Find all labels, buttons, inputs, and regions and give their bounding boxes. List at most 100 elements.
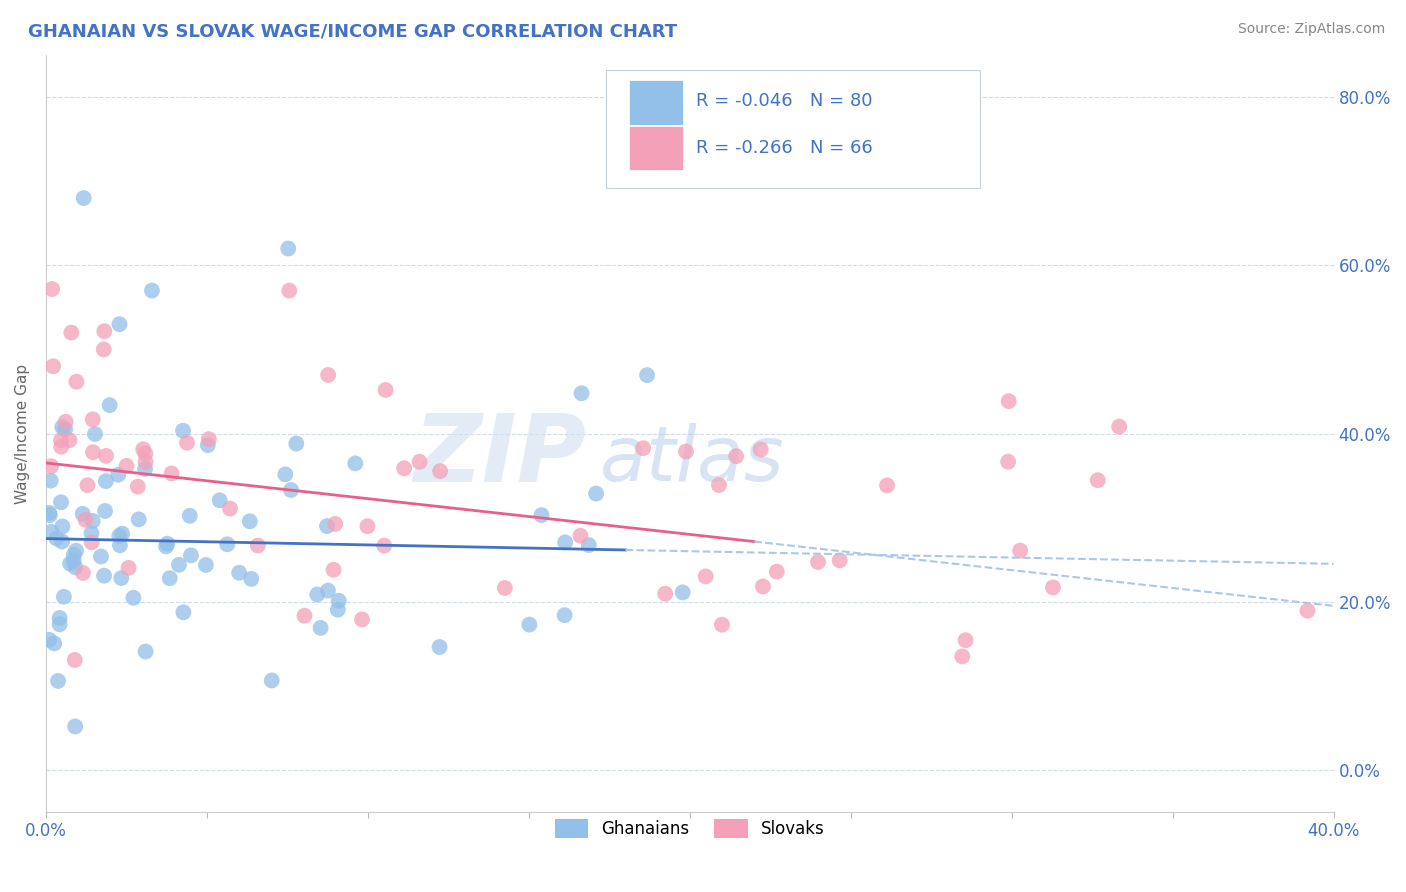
Point xyxy=(208,493,231,508)
Point xyxy=(73,191,96,205)
Point xyxy=(429,464,451,478)
Point xyxy=(569,529,592,543)
Point xyxy=(55,415,77,429)
Text: atlas: atlas xyxy=(600,423,785,497)
Point xyxy=(429,640,451,654)
Point xyxy=(240,572,263,586)
Point xyxy=(408,455,430,469)
Point xyxy=(654,587,676,601)
Point xyxy=(44,636,66,650)
Point xyxy=(631,441,654,455)
Point xyxy=(63,560,86,574)
Point xyxy=(725,449,748,463)
Point xyxy=(316,368,339,382)
Point xyxy=(155,540,177,554)
Point xyxy=(58,433,80,447)
Point xyxy=(197,438,219,452)
Point xyxy=(134,462,156,476)
Point xyxy=(277,242,299,256)
Point xyxy=(172,424,194,438)
Point xyxy=(41,282,63,296)
Point xyxy=(39,459,62,474)
Point xyxy=(65,375,87,389)
Point xyxy=(134,455,156,469)
Point xyxy=(1010,543,1032,558)
Point xyxy=(374,383,396,397)
Point xyxy=(72,566,94,580)
Point xyxy=(111,526,134,541)
Point xyxy=(117,561,139,575)
Point xyxy=(72,507,94,521)
Point xyxy=(198,432,221,446)
Point xyxy=(194,558,217,572)
Point xyxy=(373,539,395,553)
Point xyxy=(285,436,308,450)
Point xyxy=(108,529,131,543)
Point xyxy=(217,537,239,551)
Point xyxy=(52,590,75,604)
Point xyxy=(93,568,115,582)
Point xyxy=(94,449,117,463)
Point xyxy=(228,566,250,580)
Point xyxy=(554,608,576,623)
Point xyxy=(42,359,65,374)
Text: ZIP: ZIP xyxy=(413,410,586,502)
Point xyxy=(585,486,607,500)
Point xyxy=(328,593,350,607)
Point xyxy=(180,549,202,563)
Point xyxy=(51,534,73,549)
Point xyxy=(59,557,82,571)
Point xyxy=(38,506,60,520)
Point xyxy=(63,653,86,667)
Point xyxy=(322,563,344,577)
Point xyxy=(49,434,72,448)
Point xyxy=(132,442,155,457)
Point xyxy=(571,386,593,401)
Point xyxy=(1042,581,1064,595)
Point xyxy=(93,343,115,357)
Point xyxy=(176,435,198,450)
Point xyxy=(80,526,103,541)
FancyBboxPatch shape xyxy=(606,70,980,187)
Point xyxy=(326,603,349,617)
Point xyxy=(156,536,179,550)
Point xyxy=(80,535,103,549)
Point xyxy=(94,474,117,488)
Point xyxy=(307,587,329,601)
Point xyxy=(38,632,60,647)
Point xyxy=(65,543,87,558)
Point xyxy=(93,324,115,338)
Point xyxy=(46,673,69,688)
Point xyxy=(98,398,121,412)
Point xyxy=(239,514,262,528)
Point xyxy=(39,474,62,488)
Point xyxy=(675,444,697,458)
Point xyxy=(519,617,541,632)
Point xyxy=(316,583,339,598)
Point xyxy=(749,442,772,457)
Point xyxy=(950,649,973,664)
Point xyxy=(75,513,97,527)
Point xyxy=(219,501,242,516)
Point xyxy=(51,519,73,533)
Point xyxy=(294,608,316,623)
Point xyxy=(392,461,415,475)
FancyBboxPatch shape xyxy=(630,80,683,125)
Point xyxy=(997,394,1019,409)
Point xyxy=(636,368,658,383)
Point xyxy=(494,581,516,595)
Point xyxy=(356,519,378,533)
Point xyxy=(997,455,1019,469)
Point xyxy=(578,538,600,552)
Point xyxy=(765,565,787,579)
Point xyxy=(60,326,83,340)
Point xyxy=(82,514,104,528)
Point xyxy=(53,422,76,436)
Point xyxy=(135,644,157,658)
Point xyxy=(828,553,851,567)
Point xyxy=(707,478,730,492)
Point xyxy=(1296,604,1319,618)
Point xyxy=(695,569,717,583)
Point xyxy=(274,467,297,482)
Point xyxy=(48,611,70,625)
